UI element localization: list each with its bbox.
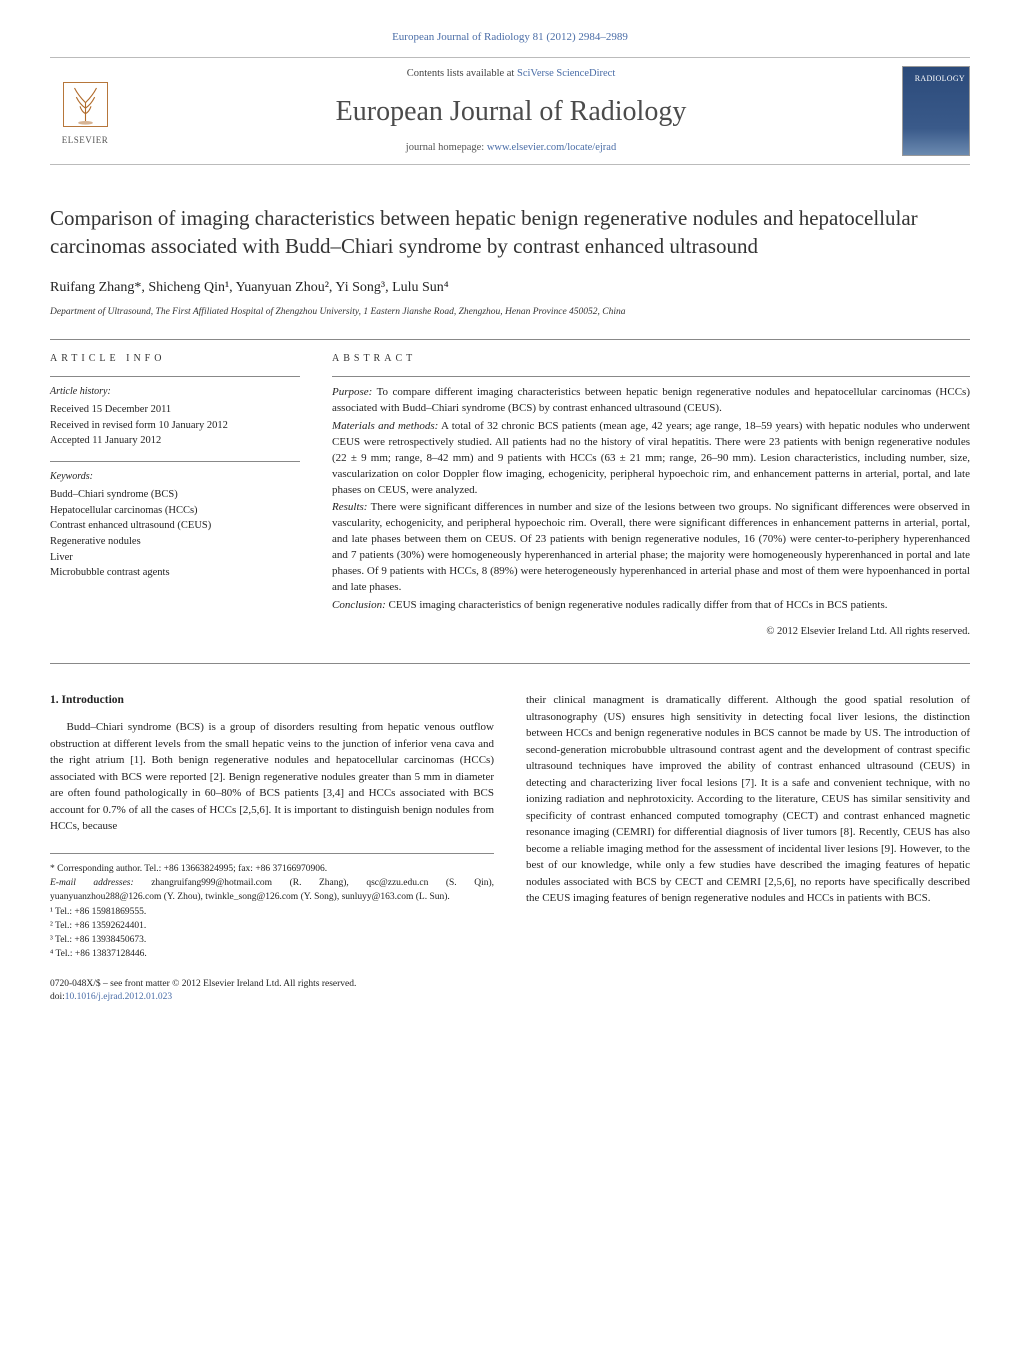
doi-link[interactable]: 10.1016/j.ejrad.2012.01.023 xyxy=(65,992,172,1002)
purpose-text: To compare different imaging characteris… xyxy=(332,386,970,414)
article-title: Comparison of imaging characteristics be… xyxy=(50,205,970,260)
tel-note: ³ Tel.: +86 13938450673. xyxy=(50,933,494,947)
email-label: E-mail addresses: xyxy=(50,878,134,888)
body-column-right: their clinical managment is dramatically… xyxy=(526,692,970,962)
conclusion-text: CEUS imaging characteristics of benign r… xyxy=(386,599,888,611)
abstract-copyright: © 2012 Elsevier Ireland Ltd. All rights … xyxy=(332,624,970,639)
purpose-label: Purpose: xyxy=(332,386,372,398)
tel-note: ¹ Tel.: +86 15981869555. xyxy=(50,905,494,919)
journal-reference: European Journal of Radiology 81 (2012) … xyxy=(50,30,970,45)
keyword: Contrast enhanced ultrasound (CEUS) xyxy=(50,519,300,534)
email-addresses: E-mail addresses: zhangruifang999@hotmai… xyxy=(50,876,494,905)
elsevier-tree-icon xyxy=(58,77,113,132)
info-abstract-row: ARTICLE INFO Article history: Received 1… xyxy=(50,352,970,651)
elsevier-logo: ELSEVIER xyxy=(50,71,120,151)
keywords-block: Keywords: Budd–Chiari syndrome (BCS) Hep… xyxy=(50,461,300,581)
body-column-left: 1. Introduction Budd–Chiari syndrome (BC… xyxy=(50,692,494,962)
methods-label: Materials and methods: xyxy=(332,420,438,432)
front-matter-line: 0720-048X/$ – see front matter © 2012 El… xyxy=(50,978,970,991)
homepage-line: journal homepage: www.elsevier.com/locat… xyxy=(140,141,882,156)
abstract-label: ABSTRACT xyxy=(332,352,970,366)
history-line: Received in revised form 10 January 2012 xyxy=(50,419,300,434)
footnotes-block: * Corresponding author. Tel.: +86 136638… xyxy=(50,853,494,962)
footer-meta: 0720-048X/$ – see front matter © 2012 El… xyxy=(50,978,970,1005)
intro-paragraph-right: their clinical managment is dramatically… xyxy=(526,692,970,907)
contents-prefix: Contents lists available at xyxy=(407,68,517,79)
rule-bottom xyxy=(50,663,970,664)
doi-line: doi:10.1016/j.ejrad.2012.01.023 xyxy=(50,991,970,1004)
history-heading: Article history: xyxy=(50,385,300,399)
conclusion-label: Conclusion: xyxy=(332,599,386,611)
header-center: Contents lists available at SciVerse Sci… xyxy=(140,67,882,156)
keyword: Regenerative nodules xyxy=(50,535,300,550)
authors-line: Ruifang Zhang*, Shicheng Qin¹, Yuanyuan … xyxy=(50,278,970,298)
history-line: Accepted 11 January 2012 xyxy=(50,434,300,449)
body-columns: 1. Introduction Budd–Chiari syndrome (BC… xyxy=(50,692,970,962)
journal-homepage-link[interactable]: www.elsevier.com/locate/ejrad xyxy=(487,142,616,153)
journal-header-box: ELSEVIER Contents lists available at Sci… xyxy=(50,57,970,165)
corresponding-author-note: * Corresponding author. Tel.: +86 136638… xyxy=(50,862,494,876)
intro-paragraph-left: Budd–Chiari syndrome (BCS) is a group of… xyxy=(50,719,494,835)
affiliation: Department of Ultrasound, The First Affi… xyxy=(50,306,970,319)
homepage-prefix: journal homepage: xyxy=(406,142,487,153)
rule-top xyxy=(50,339,970,340)
intro-heading: 1. Introduction xyxy=(50,692,494,709)
tel-note: ⁴ Tel.: +86 13837128446. xyxy=(50,947,494,961)
journal-cover-thumbnail: RADIOLOGY xyxy=(902,66,970,156)
article-info-label: ARTICLE INFO xyxy=(50,352,300,366)
abstract-column: ABSTRACT Purpose: To compare different i… xyxy=(332,352,970,651)
sciencedirect-link[interactable]: SciVerse ScienceDirect xyxy=(517,68,615,79)
keyword: Hepatocellular carcinomas (HCCs) xyxy=(50,504,300,519)
keyword: Liver xyxy=(50,551,300,566)
results-label: Results: xyxy=(332,501,367,513)
keywords-heading: Keywords: xyxy=(50,470,300,484)
article-history-block: Article history: Received 15 December 20… xyxy=(50,376,300,449)
results-text: There were significant differences in nu… xyxy=(332,501,970,593)
contents-available-line: Contents lists available at SciVerse Sci… xyxy=(140,67,882,82)
publisher-name: ELSEVIER xyxy=(62,134,109,147)
journal-title: European Journal of Radiology xyxy=(140,92,882,131)
history-line: Received 15 December 2011 xyxy=(50,403,300,418)
article-info-column: ARTICLE INFO Article history: Received 1… xyxy=(50,352,300,651)
abstract-text: Purpose: To compare different imaging ch… xyxy=(332,376,970,639)
keyword: Microbubble contrast agents xyxy=(50,566,300,581)
cover-label: RADIOLOGY xyxy=(915,73,965,84)
keyword: Budd–Chiari syndrome (BCS) xyxy=(50,488,300,503)
tel-note: ² Tel.: +86 13592624401. xyxy=(50,919,494,933)
doi-prefix: doi: xyxy=(50,992,65,1002)
